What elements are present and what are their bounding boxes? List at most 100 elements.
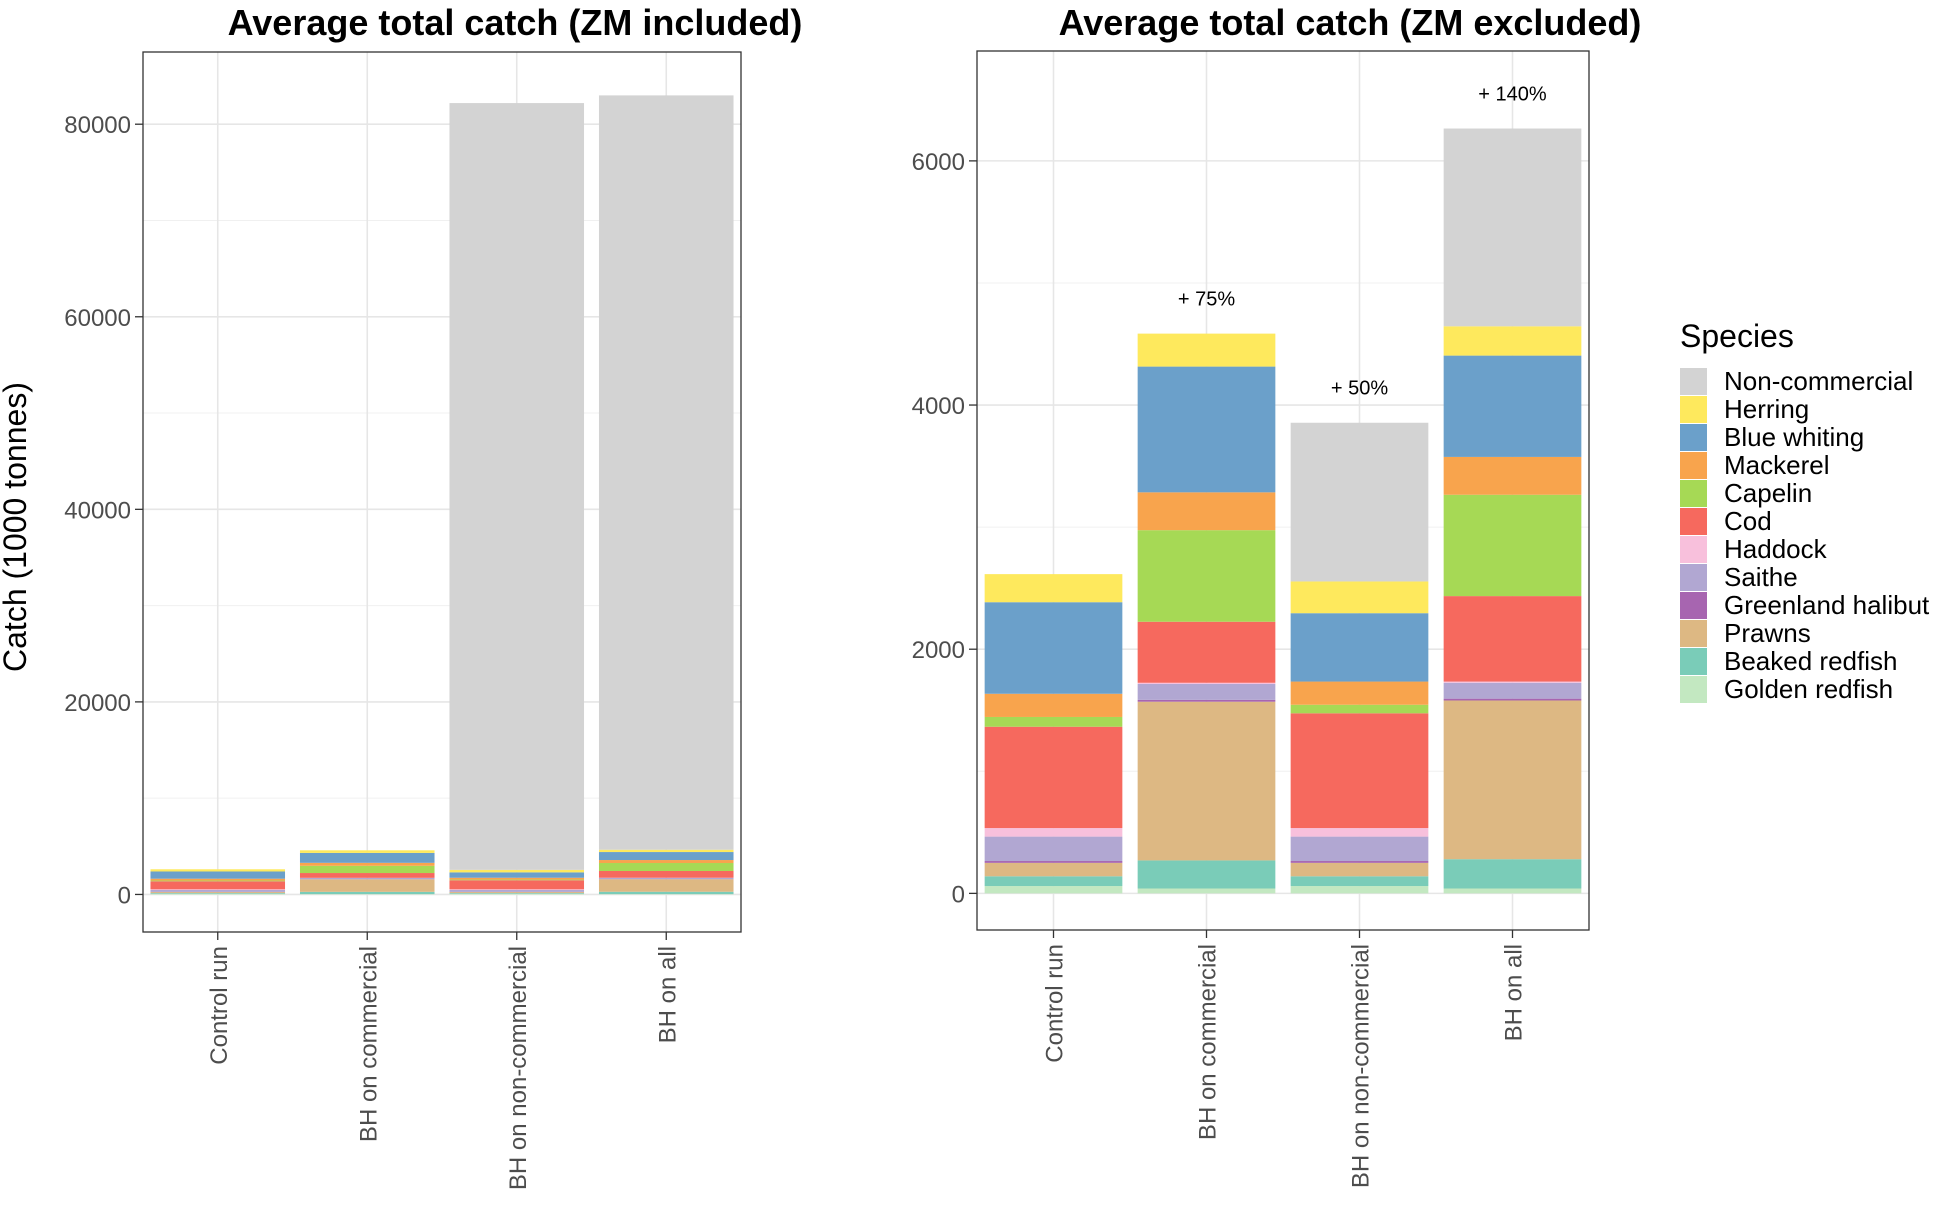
bar-prawns-control-run bbox=[150, 892, 286, 894]
x-tick-label: BH on commercial bbox=[1195, 944, 1222, 1140]
bar-haddock-control-run bbox=[984, 828, 1123, 837]
bar-herring-bh-on-non-commercial bbox=[1290, 581, 1429, 614]
bar-capelin-control-run bbox=[984, 716, 1123, 727]
left-chart: Average total catch (ZM included) Catch … bbox=[0, 2, 802, 1190]
bar-mackerel-bh-on-all bbox=[598, 860, 734, 864]
left-chart-title: Average total catch (ZM included) bbox=[228, 2, 803, 43]
bar-golden-redfish-bh-on-non-commercial bbox=[449, 893, 585, 895]
left-axis-ticks: 0 20000 40000 60000 80000 Control run BH on co… bbox=[64, 112, 681, 1190]
legend-swatch-prawns bbox=[1680, 620, 1707, 647]
bar-herring-bh-on-all bbox=[598, 849, 734, 853]
bar-golden-redfish-control-run bbox=[984, 886, 1123, 894]
bar-golden-redfish-bh-on-non-commercial bbox=[1290, 886, 1429, 894]
bar-mackerel-bh-on-non-commercial bbox=[1290, 681, 1429, 705]
bar-golden-redfish-bh-on-all bbox=[1443, 888, 1582, 894]
right-bars bbox=[984, 128, 1582, 894]
legend-label-golden-redfish: Golden redfish bbox=[1724, 674, 1893, 704]
bar-cod-bh-on-commercial bbox=[299, 873, 435, 878]
legend-swatch-mackerel bbox=[1680, 452, 1707, 479]
bar-non-commercial-bh-on-non-commercial bbox=[1290, 422, 1429, 582]
bar-haddock-control-run bbox=[150, 889, 286, 890]
bar-saithe-bh-on-all bbox=[598, 877, 734, 880]
bar-prawns-bh-on-commercial bbox=[299, 879, 435, 892]
bar-greenland-halibut-bh-on-all bbox=[1443, 698, 1582, 701]
bar-saithe-bh-on-non-commercial bbox=[1290, 836, 1429, 862]
bar-blue-whiting-bh-on-non-commercial bbox=[449, 872, 585, 878]
bar-greenland-halibut-bh-on-commercial bbox=[1137, 699, 1276, 702]
bar-beaked-redfish-control-run bbox=[984, 876, 1123, 887]
bar-saithe-control-run bbox=[984, 836, 1123, 862]
bar-cod-bh-on-all bbox=[1443, 596, 1582, 682]
legend-label-greenland-halibut: Greenland halibut bbox=[1724, 590, 1930, 620]
legend-swatch-saithe bbox=[1680, 564, 1707, 591]
left-panel-border bbox=[142, 51, 742, 933]
legend-label-beaked-redfish: Beaked redfish bbox=[1724, 646, 1897, 676]
legend-label-mackerel: Mackerel bbox=[1724, 450, 1829, 480]
y-tick-label: 6000 bbox=[912, 149, 965, 176]
bar-haddock-bh-on-all bbox=[1443, 681, 1582, 683]
bar-blue-whiting-control-run bbox=[150, 871, 286, 879]
legend-swatch-non-commercial bbox=[1680, 368, 1707, 395]
bar-prawns-bh-on-non-commercial bbox=[449, 892, 585, 894]
bar-mackerel-control-run bbox=[150, 878, 286, 881]
left-bars bbox=[150, 95, 734, 895]
bar-beaked-redfish-bh-on-commercial bbox=[1137, 860, 1276, 889]
bar-capelin-bh-on-all bbox=[598, 863, 734, 872]
bar-golden-redfish-control-run bbox=[150, 893, 286, 895]
x-tick-label: BH on non-commercial bbox=[505, 946, 532, 1190]
y-tick-label: 0 bbox=[952, 881, 965, 908]
y-tick-label: 20000 bbox=[64, 690, 131, 717]
right-panel-border bbox=[976, 50, 1590, 931]
bar-cod-bh-on-non-commercial bbox=[1290, 713, 1429, 829]
y-axis-label: Catch (1000 tonnes) bbox=[0, 382, 33, 672]
bar-greenland-halibut-bh-on-non-commercial bbox=[1290, 861, 1429, 863]
legend-swatch-herring bbox=[1680, 396, 1707, 423]
legend-title: Species bbox=[1680, 318, 1794, 354]
bar-mackerel-bh-on-non-commercial bbox=[449, 877, 585, 880]
legend-label-cod: Cod bbox=[1724, 506, 1772, 536]
bar-cod-bh-on-all bbox=[598, 871, 734, 878]
legend-swatch-haddock bbox=[1680, 536, 1707, 563]
bar-herring-bh-on-commercial bbox=[1137, 333, 1276, 367]
bar-prawns-bh-on-commercial bbox=[1137, 701, 1276, 861]
x-tick-label: BH on commercial bbox=[355, 946, 382, 1142]
bar-mackerel-bh-on-all bbox=[1443, 456, 1582, 495]
bar-capelin-bh-on-commercial bbox=[1137, 530, 1276, 622]
bar-capelin-bh-on-commercial bbox=[299, 865, 435, 874]
bar-blue-whiting-bh-on-commercial bbox=[299, 852, 435, 863]
legend-label-haddock: Haddock bbox=[1724, 534, 1828, 564]
bar-haddock-bh-on-non-commercial bbox=[449, 889, 585, 890]
bar-beaked-redfish-bh-on-non-commercial bbox=[449, 893, 585, 894]
legend-swatch-beaked-redfish bbox=[1680, 648, 1707, 675]
y-tick-label: 80000 bbox=[64, 112, 131, 139]
y-tick-label: 40000 bbox=[64, 497, 131, 524]
annotation-bh-on-all: + 140% bbox=[1478, 84, 1547, 106]
bar-beaked-redfish-bh-on-all bbox=[598, 891, 734, 895]
bar-herring-bh-on-non-commercial bbox=[449, 869, 585, 873]
bar-beaked-redfish-bh-on-commercial bbox=[299, 891, 435, 895]
bar-prawns-control-run bbox=[984, 862, 1123, 877]
legend-swatch-greenland-halibut bbox=[1680, 592, 1707, 619]
bar-golden-redfish-bh-on-commercial bbox=[1137, 888, 1276, 894]
bar-blue-whiting-control-run bbox=[984, 602, 1123, 694]
bar-cod-bh-on-non-commercial bbox=[449, 880, 585, 890]
legend-swatch-capelin bbox=[1680, 480, 1707, 507]
bar-capelin-bh-on-non-commercial bbox=[449, 879, 585, 881]
bar-haddock-bh-on-non-commercial bbox=[1290, 828, 1429, 837]
bar-herring-bh-on-commercial bbox=[299, 850, 435, 853]
bar-blue-whiting-bh-on-all bbox=[1443, 355, 1582, 457]
bar-greenland-halibut-control-run bbox=[984, 861, 1123, 863]
y-tick-label: 60000 bbox=[64, 305, 131, 332]
bar-blue-whiting-bh-on-all bbox=[598, 852, 734, 861]
y-tick-label: 2000 bbox=[912, 637, 965, 664]
legend-swatch-blue-whiting bbox=[1680, 424, 1707, 451]
bar-capelin-control-run bbox=[150, 880, 286, 882]
legend-label-capelin: Capelin bbox=[1724, 478, 1812, 508]
legend-label-herring: Herring bbox=[1724, 394, 1809, 424]
bar-cod-control-run bbox=[150, 881, 286, 890]
bar-saithe-bh-on-all bbox=[1443, 682, 1582, 699]
annotation-bh-on-commercial: + 75% bbox=[1178, 289, 1235, 311]
bar-mackerel-control-run bbox=[984, 693, 1123, 717]
bar-capelin-bh-on-all bbox=[1443, 494, 1582, 597]
